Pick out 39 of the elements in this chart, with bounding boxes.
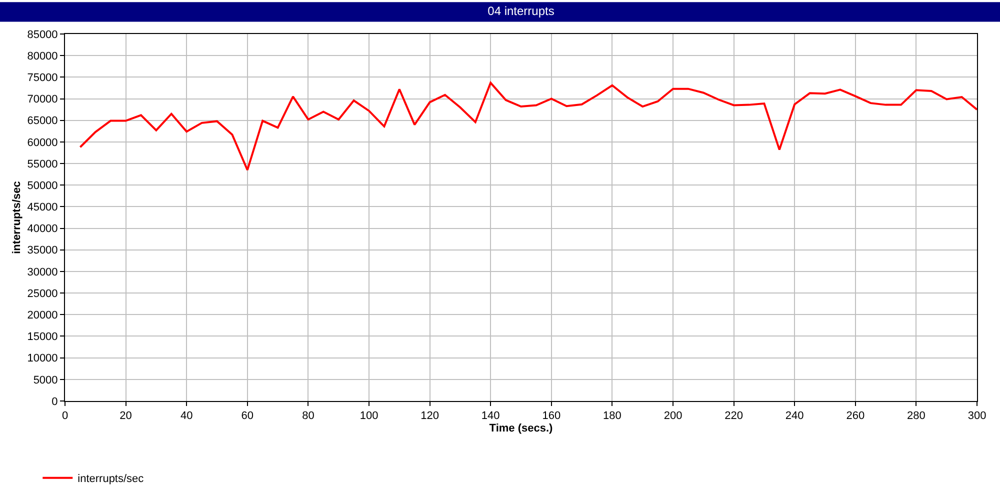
- y-tick-label: 50000: [27, 180, 58, 192]
- y-tick-label: 5000: [33, 374, 58, 386]
- x-tick-label: 80: [302, 410, 314, 422]
- y-tick-label: 35000: [27, 244, 58, 257]
- y-tick-label: 30000: [27, 266, 58, 278]
- y-tick-label: 70000: [27, 94, 58, 106]
- x-tick-label: 120: [420, 410, 439, 422]
- y-tick-label: 20000: [27, 310, 58, 322]
- y-tick-label: 15000: [27, 331, 58, 344]
- x-tick-label: 160: [542, 410, 561, 422]
- y-tick-label: 80000: [27, 50, 58, 62]
- y-axis-title: interrupts/sec: [10, 181, 23, 254]
- x-tick-label: 20: [120, 410, 132, 422]
- x-axis-title: Time (secs.): [489, 422, 554, 434]
- x-tick-label: 40: [180, 410, 193, 422]
- y-tick-label: 65000: [27, 115, 58, 128]
- y-tick-label: 75000: [27, 72, 58, 84]
- x-tick-label: 60: [241, 410, 254, 422]
- x-tick-label: 140: [481, 410, 500, 422]
- y-tick-label: 10000: [27, 352, 58, 365]
- chart-title: 04 interrupts: [488, 4, 554, 18]
- x-tick-label: 200: [664, 410, 682, 422]
- x-tick-label: 240: [785, 410, 804, 422]
- x-tick-label: 300: [968, 410, 986, 422]
- y-tick-label: 60000: [27, 136, 58, 149]
- x-tick-label: 100: [360, 410, 378, 422]
- legend-label: interrupts/sec: [78, 473, 144, 486]
- y-tick-label: 0: [52, 396, 58, 408]
- y-tick-label: 40000: [27, 223, 58, 236]
- line-series: [79, 82, 977, 172]
- y-tick-label: 45000: [27, 202, 58, 214]
- y-tick-label: 55000: [27, 158, 58, 170]
- y-tick-label: 85000: [27, 28, 58, 41]
- y-tick-label: 25000: [27, 288, 58, 300]
- x-tick-label: 280: [907, 410, 926, 422]
- x-tick-label: 0: [62, 410, 68, 422]
- x-tick-label: 180: [603, 410, 622, 422]
- x-tick-label: 260: [846, 410, 865, 422]
- x-tick-label: 220: [724, 410, 743, 422]
